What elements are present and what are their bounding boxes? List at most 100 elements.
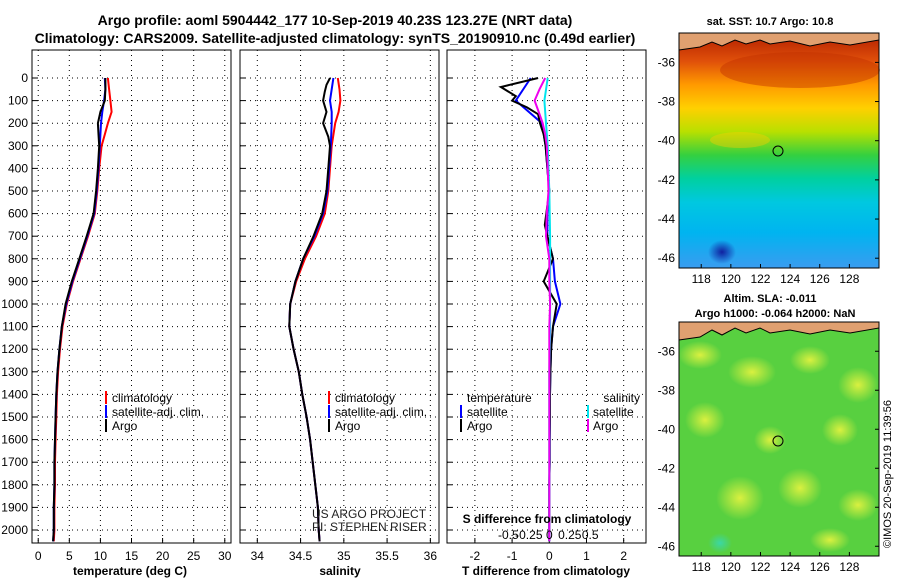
sst-map-title: sat. SST: 10.7 Argo: 10.8 (707, 16, 834, 28)
map-lon-label: 122 (750, 560, 770, 574)
map-lon-label: 120 (721, 272, 741, 286)
salinity-series (288, 77, 342, 542)
depth-tick-label: 0 (21, 71, 28, 85)
map-lat-label: -44 (658, 212, 676, 226)
depth-tick-label: 1400 (1, 387, 28, 401)
difference-t-xlabel: T difference from climatology (462, 564, 630, 578)
depth-tick-label: 1600 (1, 433, 28, 447)
x-tick-label: 5 (66, 549, 73, 563)
salinity-legend-argo: Argo (335, 419, 361, 433)
sla-anomaly-blob (810, 528, 850, 552)
sla-anomaly-blob (728, 356, 776, 388)
sst-map: sat. SST: 10.7 Argo: 10.8 118 120 122 124 12… (658, 16, 880, 286)
temperature-x-ticks: 0 5 10 15 20 25 30 (35, 549, 232, 563)
x-tick-label: 0 (546, 549, 553, 563)
sst-map-field (679, 33, 879, 268)
salinity-annotation-project: US ARGO PROJECT (312, 507, 427, 521)
temperature-legend-argo: Argo (112, 419, 138, 433)
depth-tick-label: 1700 (1, 455, 28, 469)
map-lat-label: -42 (658, 173, 676, 187)
map-lon-label: 124 (780, 560, 800, 574)
s-x-tick-label: -0.5 (498, 528, 519, 542)
x-tick-label: 1 (583, 549, 590, 563)
x-tick-label: 10 (94, 549, 108, 563)
depth-tick-label: 700 (8, 229, 28, 243)
depth-tick-label: 2000 (1, 523, 28, 537)
temperature-series (52, 77, 113, 542)
salinity-grid (240, 50, 439, 543)
sla-map: Altim. SLA: -0.011 Argo h1000: -0.064 h2… (658, 293, 880, 574)
sst-map-ticks: 118 120 122 124 126 128 -36 -38 -40 -42 -44 -46 (658, 55, 879, 286)
map-lat-label: -44 (658, 500, 676, 514)
map-lon-label: 120 (721, 560, 741, 574)
map-lon-label: 118 (692, 272, 711, 286)
salinity-legend-climatology: climatology (335, 391, 395, 405)
s-x-tick-label: -0.25 (515, 528, 543, 542)
sla-anomaly-blob (838, 489, 878, 521)
map-lon-label: 122 (750, 272, 770, 286)
depth-tick-label: 1300 (1, 365, 28, 379)
depth-tick-label: 900 (8, 274, 28, 288)
sla-map-float-marker (772, 435, 784, 447)
map-lat-label: -42 (658, 461, 676, 475)
salinity-legend: climatology satellite-adj. clim. Argo (328, 391, 427, 433)
depth-tick-label: 600 (8, 207, 28, 221)
s-x-tick-label: 0 (546, 528, 553, 542)
depth-tick-label: 300 (8, 139, 28, 153)
difference-legend-s-argo: Argo (593, 419, 619, 433)
depth-axis-labels: 0 100 200 300 400 500 600 700 800 900 1000 1100 1200… (1, 71, 28, 537)
sla-anomaly-blob (685, 402, 725, 438)
map-lat-label: -40 (658, 422, 676, 436)
depth-tick-label: 1100 (2, 320, 28, 334)
temperature-legend-satellite: satellite-adj. clim. (112, 405, 204, 419)
difference-legend: temperature satellite Argo salinity sate… (460, 391, 640, 433)
sst-map-cold-patch (708, 240, 736, 264)
depth-tick-label: 100 (8, 94, 28, 108)
sla-anomaly-blob (838, 367, 878, 403)
sla-anomaly-blob (778, 468, 822, 508)
salinity-plot-frame (239, 49, 440, 544)
map-lat-label: -36 (658, 344, 676, 358)
series-line-s-argo (533, 77, 552, 542)
sla-anomaly-blob (790, 346, 830, 374)
s-x-tick-label: 0.5 (582, 528, 599, 542)
temperature-legend: climatology satellite-adj. clim. Argo (105, 391, 204, 433)
sla-map-title-1: Altim. SLA: -0.011 (724, 293, 817, 305)
difference-legend-salinity-title: salinity (603, 391, 640, 405)
map-lat-label: -38 (658, 95, 676, 109)
depth-tick-label: 1000 (1, 297, 28, 311)
difference-series (498, 77, 562, 542)
x-tick-label: 30 (218, 549, 232, 563)
salinity-annotation-pi: PI: STEPHEN RISER (312, 520, 427, 534)
series-line-argo (52, 78, 107, 542)
s-x-tick-label: 0.25 (558, 528, 582, 542)
title-line-1: Argo profile: aoml 5904442_177 10-Sep-20… (98, 12, 573, 28)
x-tick-label: -2 (470, 549, 481, 563)
temperature-grid (32, 50, 231, 543)
x-tick-label: 0 (35, 549, 42, 563)
difference-legend-t-satellite: satellite (467, 405, 508, 419)
depth-tick-label: 200 (8, 116, 28, 130)
x-tick-label: 34.5 (289, 549, 313, 563)
depth-tick-label: 1900 (1, 500, 28, 514)
sla-anomaly-blob (822, 414, 858, 446)
map-lat-label: -46 (658, 539, 676, 553)
sla-map-title-2: Argo h1000: -0.064 h2000: NaN (695, 308, 856, 320)
sla-map-anomalies (678, 341, 878, 553)
map-lat-label: -40 (658, 134, 676, 148)
x-tick-label: 20 (156, 549, 170, 563)
x-tick-label: -1 (507, 549, 518, 563)
map-lon-label: 126 (810, 560, 830, 574)
temperature-xlabel: temperature (deg C) (73, 564, 187, 578)
sla-anomaly-blob (716, 476, 764, 520)
sla-map-frame (678, 321, 880, 557)
sla-anomaly-blob (678, 341, 722, 369)
depth-tick-label: 1200 (1, 342, 28, 356)
salinity-panel: 34 34.5 35 35.5 36 salinity climatology sate… (239, 49, 440, 578)
temperature-plot-frame (31, 49, 232, 544)
depth-tick-label: 800 (8, 252, 28, 266)
sst-map-warm-patch (720, 52, 880, 88)
depth-tick-label: 1800 (1, 478, 28, 492)
salinity-x-ticks: 34 34.5 35 35.5 36 (251, 549, 438, 563)
sla-anomaly-blob (754, 426, 786, 454)
